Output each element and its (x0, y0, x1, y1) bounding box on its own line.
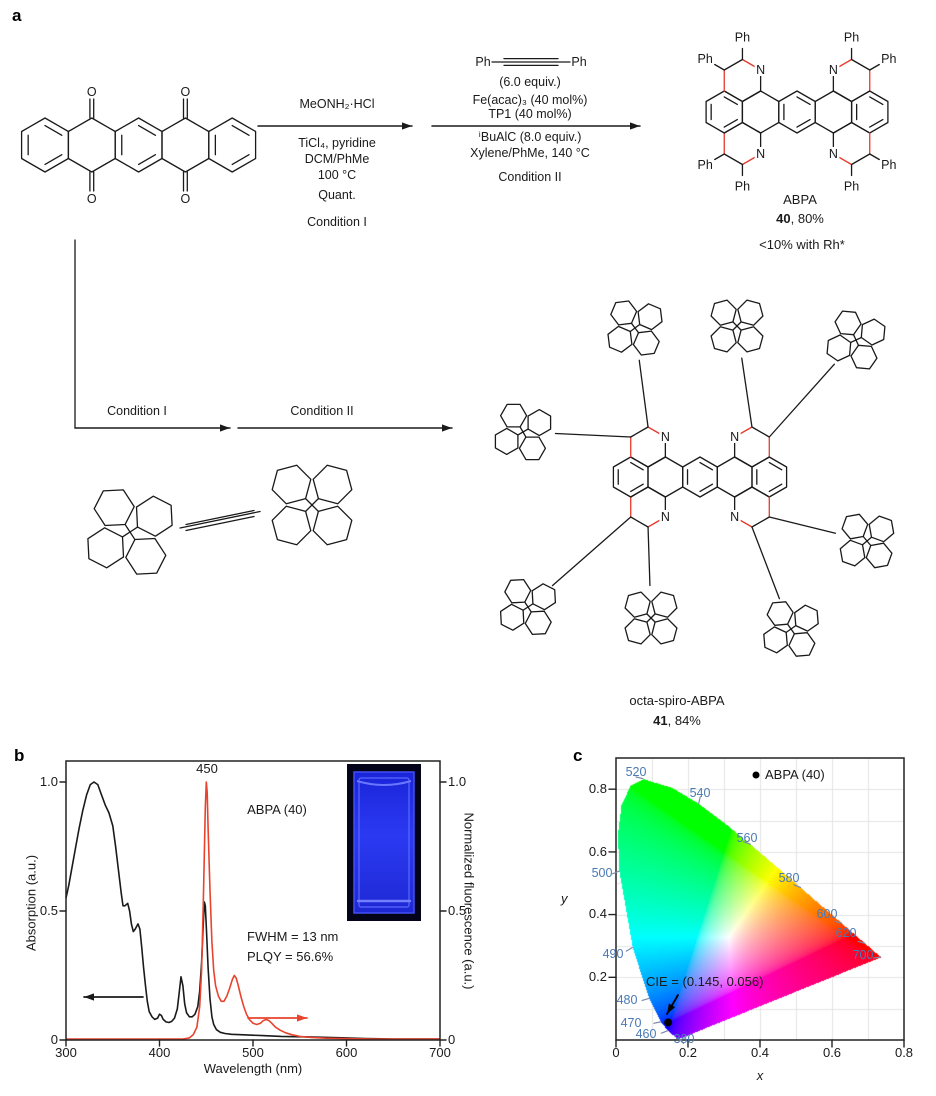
octaspiro-product-structure: N N N N (494, 299, 895, 657)
spiro-alkyne-structure (87, 464, 353, 575)
svg-text:N: N (661, 510, 670, 524)
reaction-arrows (74, 57, 641, 432)
svg-text:N: N (730, 510, 739, 524)
svg-text:O: O (87, 85, 97, 99)
svg-text:Ph: Ph (844, 31, 859, 45)
svg-text:Ph: Ph (698, 52, 713, 66)
cie-diagram-canvas (617, 759, 904, 1040)
cie-diagram-overlay (608, 757, 905, 1048)
svg-text:Ph: Ph (881, 158, 896, 172)
svg-text:Ph: Ph (735, 180, 750, 194)
svg-text:N: N (756, 147, 765, 161)
starting-material-structure: O O O O (20, 85, 257, 206)
abpa-product-structure: N N N N Ph Ph Ph Ph Ph Ph Ph Ph (698, 31, 897, 194)
svg-text:O: O (181, 192, 191, 206)
spectra-plot (59, 760, 447, 1047)
svg-text:Ph: Ph (735, 31, 750, 45)
svg-text:N: N (829, 63, 838, 77)
svg-text:Ph: Ph (844, 180, 859, 194)
svg-text:N: N (829, 147, 838, 161)
svg-text:O: O (181, 85, 191, 99)
svg-text:N: N (756, 63, 765, 77)
cuvette-photo-inset (347, 764, 421, 921)
svg-text:N: N (730, 430, 739, 444)
svg-text:O: O (87, 192, 97, 206)
svg-text:Ph: Ph (698, 158, 713, 172)
svg-text:N: N (661, 430, 670, 444)
svg-text:Ph: Ph (881, 52, 896, 66)
